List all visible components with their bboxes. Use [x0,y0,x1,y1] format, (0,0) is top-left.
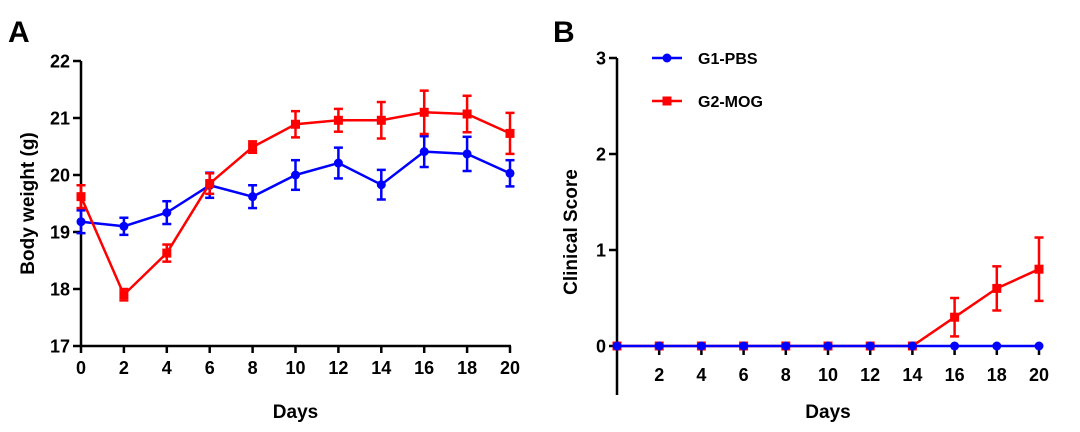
x-tick-label: 6 [739,365,749,385]
y-tick-label: 20 [50,166,70,186]
data-point [333,115,343,125]
data-point [505,168,515,178]
data-point [162,248,172,258]
series-g1-pbs [612,341,1044,351]
data-point [419,147,429,157]
x-tick-label: 18 [987,365,1007,385]
data-point [865,341,875,351]
data-point [205,179,215,189]
x-tick-label: 0 [76,358,86,378]
y-tick-label: 22 [50,52,70,72]
series-g2-mog [76,89,515,302]
data-point [162,208,172,218]
data-point [291,170,300,180]
x-tick-label: 2 [654,365,664,385]
x-tick-label: 4 [696,365,706,385]
y-tick-label: 2 [596,145,606,165]
y-tick-label: 0 [596,337,606,357]
data-point [950,341,960,351]
data-point [823,341,833,351]
x-tick-label: 14 [371,358,391,378]
data-point [505,128,515,138]
series-line [79,111,511,296]
legend-marker [662,53,672,63]
y-axis-title: Body weight (g) [18,132,39,274]
x-tick-label: 12 [328,358,348,378]
x-tick-label: 20 [500,358,520,378]
data-point [119,290,129,300]
data-point [419,107,429,117]
series-g2-mog [612,236,1044,351]
x-axis-title: Days [805,402,850,423]
data-point [907,341,917,351]
data-point [654,341,664,351]
legend-label: G2-MOG [698,94,763,111]
legend-item: G1-PBS [652,51,758,68]
data-point [992,341,1002,351]
x-tick-label: 14 [902,365,922,385]
data-point [462,109,472,119]
data-point [376,115,386,125]
legend-marker [662,96,672,106]
panel-label: B [553,16,575,49]
x-tick-label: 12 [860,365,880,385]
data-point [781,341,791,351]
data-point [119,221,129,231]
data-point [248,142,258,152]
y-tick-label: 19 [50,223,70,243]
x-tick-label: 2 [119,358,129,378]
data-point [739,341,749,351]
x-tick-label: 8 [248,358,258,378]
series-g1-pbs [76,134,515,237]
x-tick-label: 18 [457,358,477,378]
panel-a: A 17 18 19 20 21 22 0 2 4 6 8 10 12 14 16 18 20 Days Body w… [8,16,520,423]
x-tick-label: 6 [205,358,215,378]
y-tick-label: 17 [50,337,70,357]
data-point [462,149,472,159]
x-tick-label: 20 [1029,365,1049,385]
data-point [291,119,300,129]
y-axis-title: Clinical Score [561,169,582,295]
x-tick-label: 16 [414,358,434,378]
x-tick-label: 8 [781,365,791,385]
series-line [617,268,1040,348]
data-point [248,192,258,202]
data-point [1034,341,1044,351]
panel-label: A [8,16,30,49]
legend-item: G2-MOG [652,94,763,111]
x-tick-label: 4 [162,358,172,378]
x-tick-label: 16 [945,365,965,385]
data-point [696,341,706,351]
data-point [376,180,386,190]
data-point [992,283,1002,293]
data-point [76,217,86,227]
data-point [333,158,343,168]
x-tick-label: 10 [818,365,838,385]
y-tick-label: 18 [50,280,70,300]
data-point [950,312,960,322]
x-axis-title: Days [273,402,318,423]
y-tick-label: 21 [50,109,70,129]
data-point [1034,264,1044,274]
data-point [612,341,622,351]
legend-label: G1-PBS [698,51,758,68]
data-point [76,192,86,202]
x-tick-label: 10 [285,358,305,378]
y-tick-label: 3 [596,49,606,69]
y-tick-label: 1 [596,241,606,261]
legend: G1-PBS G2-MOG [652,51,763,111]
